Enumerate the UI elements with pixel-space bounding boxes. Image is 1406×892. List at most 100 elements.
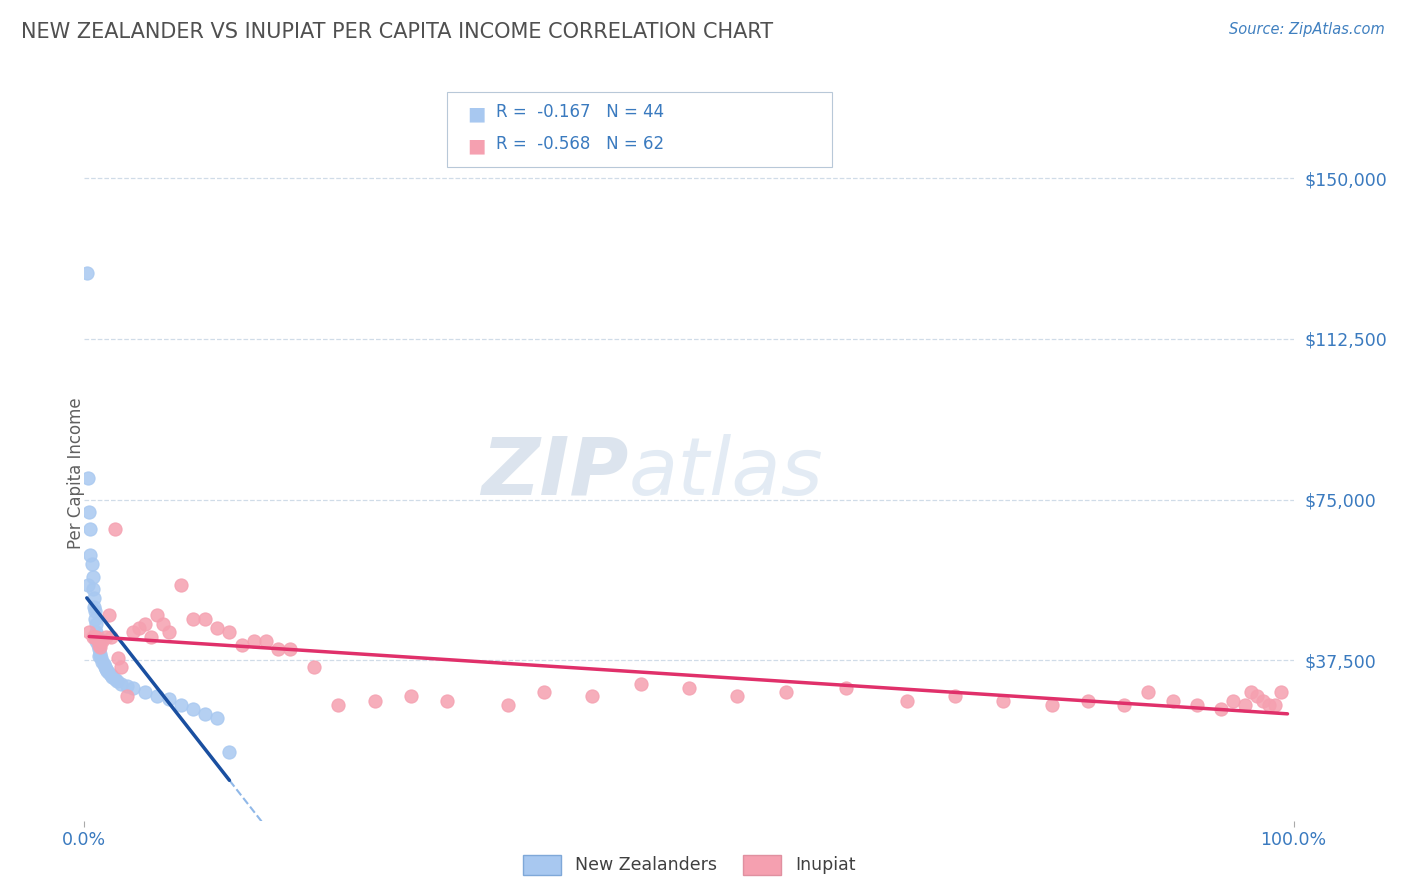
Point — [725, 690, 748, 704]
Point — [1264, 698, 1286, 712]
Point — [82, 582, 104, 597]
Point — [1209, 702, 1232, 716]
Point — [77, 505, 100, 519]
Point — [363, 694, 385, 708]
Point — [79, 548, 101, 562]
Point — [1077, 694, 1099, 708]
Point — [110, 659, 132, 673]
Text: R =  -0.568   N = 62: R = -0.568 N = 62 — [496, 135, 665, 153]
Point — [139, 630, 162, 644]
Point — [152, 616, 174, 631]
Point — [207, 711, 229, 725]
Point — [218, 745, 240, 759]
Point — [1246, 690, 1268, 704]
Text: ■: ■ — [467, 104, 485, 123]
Point — [86, 625, 108, 640]
Text: ZIP: ZIP — [481, 434, 628, 512]
Point — [87, 648, 110, 663]
Point — [194, 612, 217, 626]
Point — [581, 690, 603, 704]
Point — [1240, 685, 1263, 699]
Point — [105, 674, 128, 689]
Point — [496, 698, 519, 712]
Point — [835, 681, 858, 695]
Point — [90, 651, 112, 665]
Point — [134, 616, 156, 631]
Point — [302, 659, 325, 673]
Point — [267, 642, 290, 657]
Text: atlas: atlas — [628, 434, 824, 512]
Point — [94, 659, 117, 673]
Point — [77, 471, 100, 485]
Point — [91, 655, 114, 669]
Point — [146, 608, 169, 623]
Point — [76, 266, 98, 280]
Point — [83, 599, 105, 614]
Point — [278, 642, 301, 657]
Point — [86, 630, 108, 644]
Point — [436, 694, 458, 708]
Point — [110, 676, 132, 690]
Point — [170, 578, 193, 592]
Point — [91, 633, 114, 648]
Point — [1251, 694, 1274, 708]
Point — [80, 557, 103, 571]
Point — [533, 685, 555, 699]
Legend: New Zealanders, Inupiat: New Zealanders, Inupiat — [516, 847, 862, 881]
Point — [82, 630, 104, 644]
Point — [84, 604, 107, 618]
Point — [77, 625, 100, 640]
Point — [128, 621, 150, 635]
Point — [157, 625, 180, 640]
Point — [104, 523, 127, 537]
Point — [86, 630, 108, 644]
Point — [194, 706, 217, 721]
Point — [121, 625, 143, 640]
Point — [1161, 694, 1184, 708]
Point — [181, 612, 204, 626]
Point — [100, 630, 122, 644]
Point — [1270, 685, 1292, 699]
Point — [77, 578, 100, 592]
Point — [100, 668, 122, 682]
Point — [218, 625, 240, 640]
Point — [107, 651, 129, 665]
Point — [97, 665, 120, 680]
Point — [86, 638, 108, 652]
Point — [89, 633, 111, 648]
Point — [1137, 685, 1160, 699]
Point — [1114, 698, 1136, 712]
Point — [1234, 698, 1257, 712]
Point — [1040, 698, 1063, 712]
Point — [94, 630, 117, 644]
Point — [93, 657, 115, 672]
Point — [86, 616, 108, 631]
Point — [87, 638, 110, 652]
Point — [101, 670, 124, 684]
Point — [84, 630, 107, 644]
Point — [993, 694, 1015, 708]
Point — [1185, 698, 1208, 712]
Point — [157, 691, 180, 706]
Point — [96, 664, 118, 678]
Y-axis label: Per Capita Income: Per Capita Income — [67, 397, 84, 549]
Text: NEW ZEALANDER VS INUPIAT PER CAPITA INCOME CORRELATION CHART: NEW ZEALANDER VS INUPIAT PER CAPITA INCO… — [21, 22, 773, 42]
Point — [89, 647, 111, 661]
Point — [896, 694, 918, 708]
Text: ■: ■ — [467, 136, 485, 155]
Point — [630, 676, 652, 690]
Point — [84, 612, 107, 626]
Point — [399, 690, 422, 704]
Point — [943, 690, 966, 704]
Point — [79, 523, 101, 537]
Text: R =  -0.167   N = 44: R = -0.167 N = 44 — [496, 103, 665, 120]
Point — [89, 640, 111, 655]
Point — [146, 690, 169, 704]
Text: Source: ZipAtlas.com: Source: ZipAtlas.com — [1229, 22, 1385, 37]
Point — [242, 633, 264, 648]
Point — [115, 679, 138, 693]
Point — [181, 702, 204, 716]
Point — [231, 638, 253, 652]
Point — [170, 698, 193, 712]
Point — [1222, 694, 1244, 708]
